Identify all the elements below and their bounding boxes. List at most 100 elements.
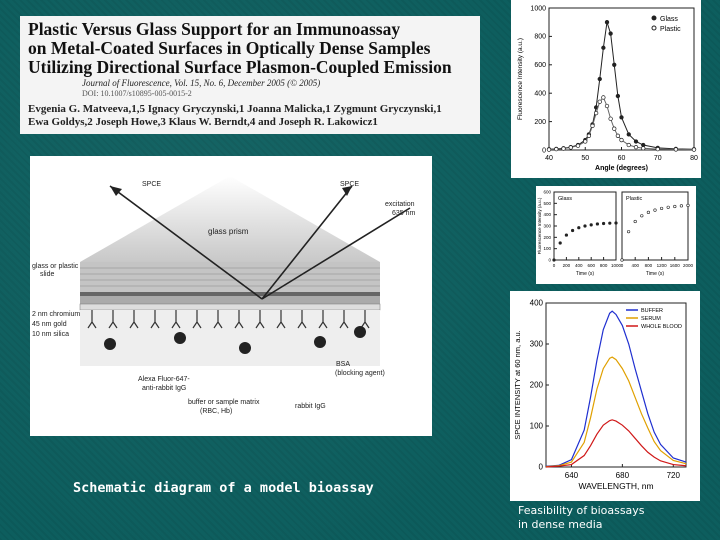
data-point — [597, 99, 602, 104]
label-slide: slide — [40, 271, 55, 278]
label-alexa: Alexa Fluor-647- — [138, 376, 190, 383]
data-point — [558, 241, 562, 245]
legend-label: Plastic — [660, 26, 681, 33]
series-line — [548, 96, 695, 151]
data-point — [666, 205, 670, 209]
time-chart-panel: 0 200 400 600 800 1000 0 100 200 300 400 500 600 Glas… — [536, 186, 696, 284]
data-point — [608, 221, 612, 225]
antibody-icon — [234, 310, 244, 329]
data-point — [619, 137, 624, 143]
paper-title: Plastic Versus Glass Support for an Immu… — [28, 20, 452, 77]
spce-chart: 640 680 720 0 100 200 300 400 WAVELENGTH, nm SPCE… — [513, 299, 687, 491]
x-axis-label: Angle (degrees) — [595, 165, 648, 172]
legend-label: WHOLE BLOOD — [641, 324, 682, 330]
data-point — [608, 31, 613, 36]
data-point — [608, 116, 613, 121]
data-point — [593, 110, 599, 116]
paper-title-line: Plastic Versus Glass Support for an Immu… — [28, 19, 401, 39]
data-point — [552, 258, 556, 262]
x-tick-label: 680 — [616, 471, 630, 480]
silica-layer — [79, 303, 381, 311]
author-line: Ewa Goldys,2 Joseph Howe,3 Klaus W. Bern… — [28, 116, 378, 128]
data-point — [583, 224, 587, 228]
journal-citation: Journal of Fluorescence, Vol. 15, No. 6,… — [82, 78, 321, 88]
x-axis-label: Time (s) — [646, 271, 664, 277]
y-tick-label: 600 — [534, 62, 546, 69]
data-point — [604, 103, 610, 109]
data-point — [641, 146, 646, 151]
fluorophore-icon — [354, 326, 366, 338]
x-tick-label: 50 — [581, 155, 589, 162]
y-axis-label: SPCE INTENSITY at 60 nm, a.u. — [513, 330, 522, 440]
author-line: Evgenia G. Matveeva,1,5 Ignacy Gryczynsk… — [28, 103, 442, 115]
spce-ray-left — [109, 185, 263, 300]
data-point — [595, 222, 600, 226]
label-spce-right: SPCE — [340, 181, 359, 188]
data-point — [619, 115, 624, 120]
data-point — [546, 147, 552, 152]
data-point — [640, 214, 644, 218]
antibody-icon — [150, 310, 160, 329]
data-point — [590, 123, 595, 129]
y-tick-label: 1000 — [530, 5, 546, 12]
y-tick-label: 400 — [543, 212, 551, 217]
label-prism: glass prism — [208, 227, 249, 236]
x-tick-label: 80 — [690, 155, 698, 162]
subplot-title: Plastic — [626, 196, 642, 202]
y-tick-label: 0 — [548, 258, 551, 263]
subplot-title: Glass — [558, 196, 572, 202]
fluorophore-icon — [174, 332, 186, 344]
y-tick-label: 500 — [543, 201, 551, 206]
x-tick-label: 1200 — [657, 263, 668, 268]
glass-prism — [80, 176, 380, 262]
label-bsa: (blocking agent) — [335, 370, 385, 377]
series-line — [545, 419, 687, 468]
data-point — [561, 146, 566, 151]
data-point — [691, 147, 697, 152]
y-axis-label: Fluorescence Intensity (a.u.) — [537, 197, 542, 254]
label-bsa: BSA — [336, 361, 350, 368]
legend-label: SERUM — [641, 316, 661, 322]
paper-header: Plastic Versus Glass Support for an Immu… — [20, 16, 480, 134]
y-tick-label: 200 — [543, 235, 551, 240]
data-point — [601, 45, 606, 50]
y-tick-label: 100 — [530, 422, 544, 431]
y-tick-label: 400 — [534, 91, 546, 98]
data-point — [615, 93, 621, 99]
antibody-icon — [276, 310, 286, 329]
feasibility-line: in dense media — [518, 518, 603, 531]
x-tick-label: 400 — [575, 263, 583, 268]
antibody-icon — [255, 310, 265, 329]
label-excitation: excitation — [385, 201, 415, 208]
series-line — [545, 310, 687, 467]
x-axis-label: Time (s) — [576, 271, 594, 277]
y-tick-label: 800 — [534, 34, 546, 41]
x-tick-label: 2000 — [683, 263, 694, 268]
series-line — [548, 22, 695, 150]
antibody-icon — [339, 310, 349, 329]
schematic-svg: SPCE SPCE excitation 635 nm glass prism … — [32, 176, 416, 415]
data-point — [612, 62, 617, 67]
data-point — [601, 95, 606, 100]
label-buffer: (RBC, Hb) — [200, 408, 232, 415]
label-buffer: buffer or sample matrix — [188, 399, 260, 406]
label-rabbit: rabbit IgG — [295, 403, 326, 410]
data-point — [577, 226, 581, 230]
data-point — [575, 143, 581, 148]
x-tick-label: 0 — [553, 263, 556, 268]
x-tick-label: 0 — [621, 263, 624, 268]
data-point — [633, 139, 639, 144]
label-wavelength: 635 nm — [392, 210, 416, 217]
bioassay-schematic: SPCE SPCE excitation 635 nm glass prism … — [30, 156, 432, 436]
x-tick-label: 600 — [587, 263, 595, 268]
data-point — [673, 204, 677, 209]
data-point — [653, 208, 657, 212]
spce-chart-panel: 640 680 720 0 100 200 300 400 WAVELENGTH, nm SPCE… — [510, 291, 700, 501]
data-point — [620, 258, 624, 262]
legend-label: BUFFER — [641, 308, 663, 314]
legend-label: Glass — [660, 16, 678, 23]
x-tick-label: 400 — [631, 263, 639, 268]
fluorophore-icon — [104, 338, 116, 350]
y-axis-label: Fluorescence Intensity (a.u.) — [517, 38, 524, 120]
data-point — [646, 210, 650, 215]
